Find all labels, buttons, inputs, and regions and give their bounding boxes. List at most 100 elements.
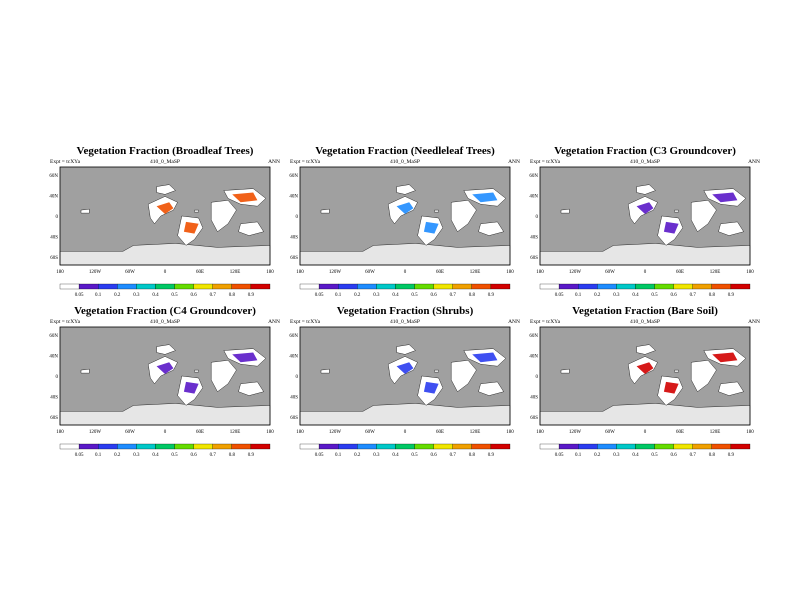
season-label: ANN	[268, 319, 280, 325]
landmass-islandA	[320, 208, 330, 214]
landmass-greenland	[396, 344, 416, 355]
y-tick-label: 60S	[290, 256, 298, 261]
colorbar-label: 0.4	[152, 293, 159, 298]
colorbar-label: 0.5	[171, 293, 178, 298]
run-label: 410_0_MaSP	[390, 159, 420, 165]
run-label: 410_0_MaSP	[150, 319, 180, 325]
y-tick-label: 40S	[530, 396, 538, 401]
colorbar-label: 0.05	[75, 293, 84, 298]
panel-bare-soil: Vegetation Fraction (Bare Soil) Expt = t…	[529, 305, 760, 475]
map-svg: 60N 40N 0 40S 60S 180 120W 60W 0 60E 120E 180 0.05 0.…	[529, 166, 754, 298]
x-tick-label: 60W	[365, 430, 375, 435]
colorbar-cell	[155, 443, 175, 450]
vegetation-patch-1	[423, 381, 439, 394]
colorbar-cell	[136, 283, 156, 290]
vegetation-patch-0	[156, 202, 174, 214]
y-tick-label: 40N	[529, 195, 538, 200]
colorbar-label: 0.1	[575, 293, 582, 298]
colorbar-cell	[616, 443, 636, 450]
colorbar-label: 0.9	[488, 293, 495, 298]
x-tick-label: 0	[644, 270, 647, 275]
expt-label: Expt = tcXYa	[50, 319, 81, 325]
vegetation-patch-2	[472, 192, 498, 203]
colorbar-cell	[654, 283, 674, 290]
y-tick-label: 60N	[529, 174, 538, 179]
colorbar-label: 0.9	[728, 453, 735, 458]
colorbar-label: 0.05	[555, 453, 564, 458]
map-svg: 60N 40N 0 40S 60S 180 120W 60W 0 60E 120E 180 0.05 0.…	[49, 166, 274, 298]
colorbar-label: 0.4	[392, 453, 399, 458]
colorbar-cell	[318, 443, 339, 450]
colorbar-cell	[711, 443, 732, 450]
colorbar-cell	[654, 443, 674, 450]
panel-title: Vegetation Fraction (Broadleaf Trees)	[76, 145, 254, 157]
colorbar-label: 0.1	[575, 453, 582, 458]
colorbar-cell	[78, 283, 99, 290]
y-tick-label: 40N	[49, 355, 58, 360]
colorbar-cell	[414, 283, 434, 290]
x-tick-label: 120W	[89, 430, 102, 435]
colorbar-cell	[414, 443, 434, 450]
x-tick-label: 60E	[196, 270, 204, 275]
colorbar-cell	[490, 283, 511, 290]
colorbar-label: 0.3	[133, 293, 140, 298]
colorbar-cell	[597, 283, 617, 290]
landmass-greenland	[156, 184, 176, 195]
landmass-africa	[690, 360, 717, 393]
colorbar-label: 0.7	[210, 453, 217, 458]
colorbar-label: 0.1	[335, 453, 342, 458]
vegetation-patch-2	[712, 352, 738, 363]
colorbar-cell	[231, 443, 252, 450]
colorbar-cell	[212, 283, 232, 290]
map-frame	[299, 326, 511, 426]
x-tick-label: 180	[266, 430, 274, 435]
colorbar-cell	[433, 443, 453, 450]
colorbar-label: 0.4	[632, 293, 639, 298]
landmass-islandA	[560, 208, 570, 214]
map-svg: 60N 40N 0 40S 60S 180 120W 60W 0 60E 120E 180 0.05 0.…	[289, 326, 514, 458]
colorbar-cell	[395, 283, 415, 290]
x-tick-label: 120W	[89, 270, 102, 275]
colorbar-label: 0.3	[613, 453, 620, 458]
panel-title: Vegetation Fraction (C4 Groundcover)	[74, 305, 256, 317]
y-tick-label: 60S	[290, 416, 298, 421]
colorbar-label: 0.5	[651, 453, 658, 458]
landmass-islandB	[434, 209, 439, 213]
y-tick-label: 40N	[289, 355, 298, 360]
vegetation-patch-2	[472, 352, 498, 363]
colorbar-label: 0.1	[95, 293, 102, 298]
panel-broadleaf-trees: Vegetation Fraction (Broadleaf Trees) Ex…	[49, 145, 280, 315]
panel-title: Vegetation Fraction (Bare Soil)	[572, 305, 718, 317]
colorbar-cell	[231, 283, 252, 290]
colorbar-cell	[357, 443, 377, 450]
vegetation-patch-1	[663, 381, 679, 394]
x-tick-label: 0	[644, 430, 647, 435]
colorbar-label: 0.2	[114, 293, 121, 298]
map-frame	[59, 166, 271, 266]
colorbar-cell	[59, 283, 80, 290]
colorbar-cell	[635, 283, 655, 290]
landmass-australia	[718, 221, 745, 236]
colorbar-cell	[673, 443, 693, 450]
x-tick-label: 180	[506, 430, 514, 435]
expt-label: Expt = tcXYa	[290, 319, 321, 325]
colorbar-label: 0.8	[229, 453, 236, 458]
colorbar-label: 0.7	[450, 453, 457, 458]
landmass-africa	[450, 360, 477, 393]
x-tick-label: 120E	[710, 270, 721, 275]
x-tick-label: 180	[56, 430, 64, 435]
colorbar-cell	[539, 443, 560, 450]
season-label: ANN	[508, 159, 520, 165]
colorbar-cell	[711, 283, 732, 290]
y-tick-label: 60N	[289, 334, 298, 339]
colorbar-label: 0.5	[411, 453, 418, 458]
x-tick-label: 120W	[329, 270, 342, 275]
y-tick-label: 60S	[50, 256, 58, 261]
colorbar-label: 0.9	[248, 293, 255, 298]
map-frame	[539, 166, 751, 266]
colorbar-label: 0.1	[335, 293, 342, 298]
x-tick-label: 60E	[436, 270, 444, 275]
colorbar-cell	[395, 443, 415, 450]
colorbar-label: 0.9	[488, 453, 495, 458]
landmass-africa	[210, 200, 237, 233]
